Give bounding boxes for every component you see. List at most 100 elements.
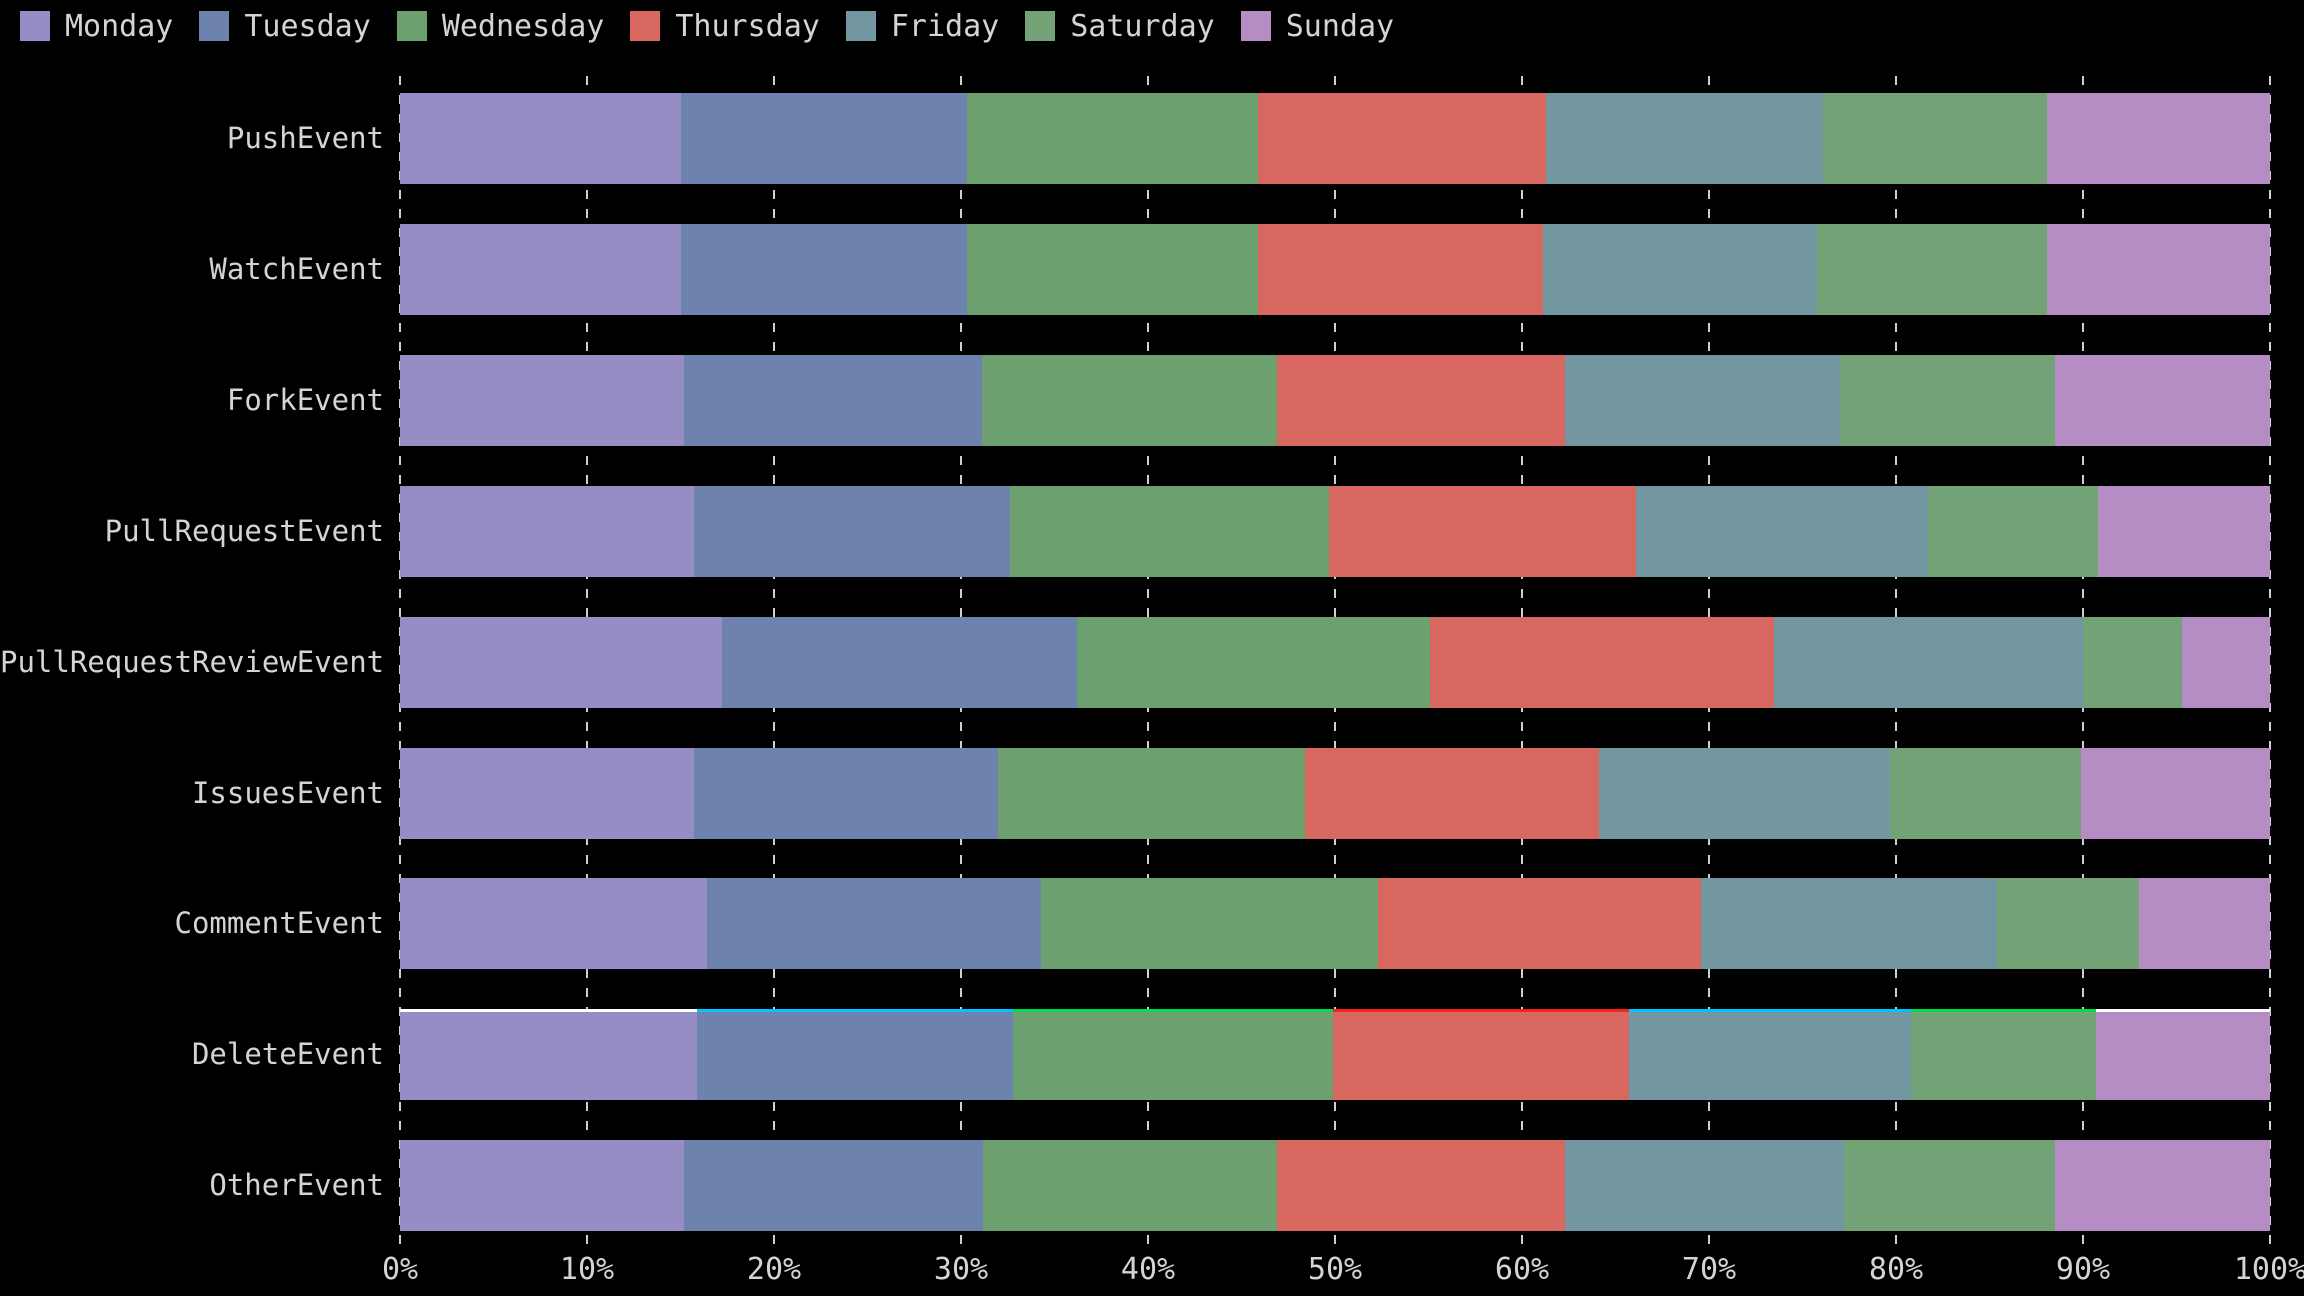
bar-segment-watchevent-tuesday — [680, 223, 967, 315]
legend-swatch-sunday — [1240, 11, 1271, 41]
bar-segment-watchevent-sunday — [2047, 223, 2270, 315]
bar-row-commentevent — [400, 878, 2270, 970]
bar-row-forkevent — [400, 354, 2270, 446]
bar-segment-deleteevent-tuesday — [697, 1009, 1014, 1101]
bar-segment-watchevent-wednesday — [966, 223, 1259, 315]
category-label-forkevent: ForkEvent — [226, 382, 384, 417]
bar-segment-otherevent-thursday — [1277, 1140, 1565, 1232]
legend-swatch-thursday — [630, 11, 661, 41]
legend-label-sunday: Sunday — [1285, 8, 1395, 44]
x-tick-label-40pct: 40% — [1120, 1252, 1176, 1287]
bar-segment-issuesevent-sunday — [2081, 747, 2270, 839]
bar-row-deleteevent — [400, 1009, 2270, 1101]
category-label-commentevent: CommentEvent — [174, 906, 384, 941]
x-tick-label-30pct: 30% — [933, 1252, 989, 1287]
bar-segment-watchevent-thursday — [1258, 223, 1543, 315]
bar-segment-pullrequestreviewevent-saturday — [2082, 616, 2183, 708]
legend-swatch-wednesday — [396, 11, 427, 41]
bar-segment-pullrequestevent-thursday — [1329, 485, 1637, 577]
category-label-pullrequestreviewevent: PullRequestReviewEvent — [0, 644, 385, 679]
category-label-pushevent: PushEvent — [226, 121, 384, 155]
bar-segment-commentevent-sunday — [2139, 878, 2270, 970]
bar-segment-pushevent-thursday — [1258, 93, 1547, 184]
bar-segment-pullrequestevent-sunday — [2097, 485, 2270, 577]
legend-item-friday: Friday — [845, 8, 1000, 44]
plot-area: PushEvent WatchEvent ForkEvent PullRequestE… — [0, 76, 2304, 1250]
legend-item-saturday: Saturday — [1025, 9, 1215, 44]
category-label-watchevent: WatchEvent — [209, 251, 384, 286]
bar-segment-pullrequestreviewevent-wednesday — [1076, 616, 1431, 708]
bar-segment-commentevent-tuesday — [706, 878, 1042, 970]
legend-item-thursday: Thursday — [630, 9, 820, 44]
bar-segment-commentevent-monday — [400, 878, 707, 970]
x-tick-label-60pct: 60% — [1494, 1252, 1550, 1287]
bar-segment-commentevent-friday — [1701, 878, 1997, 970]
legend: Monday Tuesday Wednesday Thursday Friday Satu… — [20, 6, 1420, 46]
bar-row-otherevent — [400, 1140, 2270, 1232]
x-tick-label-80pct: 80% — [1868, 1252, 1924, 1287]
bar-segment-issuesevent-tuesday — [693, 747, 999, 839]
bar-segment-commentevent-thursday — [1377, 878, 1702, 970]
category-label-otherevent: OtherEvent — [209, 1168, 384, 1203]
bar-segment-issuesevent-saturday — [1890, 747, 2082, 839]
x-tick-label-70pct: 70% — [1681, 1252, 1737, 1287]
bar-segment-pullrequestevent-tuesday — [693, 485, 1010, 577]
bar-segment-pushevent-monday — [400, 93, 681, 184]
bar-segment-issuesevent-monday — [400, 747, 694, 839]
bar-segment-watchevent-friday — [1542, 223, 1818, 315]
bar-segment-pullrequestreviewevent-friday — [1774, 616, 2083, 708]
x-tick-label-10pct: 10% — [559, 1252, 615, 1287]
bar-segment-otherevent-monday — [400, 1140, 685, 1232]
legend-swatch-saturday — [1025, 11, 1056, 41]
bar-segment-commentevent-wednesday — [1041, 878, 1378, 970]
bar-segment-pushevent-tuesday — [680, 93, 967, 184]
bar-segment-forkevent-tuesday — [684, 354, 982, 446]
bar-segment-pullrequestreviewevent-sunday — [2182, 616, 2270, 708]
bar-segment-forkevent-sunday — [2054, 354, 2270, 446]
bar-segment-otherevent-saturday — [1843, 1140, 2055, 1232]
bar-row-pullrequestreviewevent — [400, 616, 2270, 708]
legend-label-thursday: Thursday — [675, 8, 820, 44]
gridline-100pct — [2269, 76, 2271, 1250]
bar-segment-pullrequestevent-monday — [400, 485, 694, 577]
bar-segment-otherevent-friday — [1564, 1140, 1844, 1232]
bar-segment-deleteevent-friday — [1628, 1009, 1911, 1101]
bar-segment-forkevent-saturday — [1839, 354, 2055, 446]
x-tick-label-100pct: 100% — [2233, 1252, 2304, 1287]
legend-item-sunday: Sunday — [1240, 8, 1395, 44]
bar-segment-otherevent-wednesday — [983, 1140, 1277, 1232]
category-label-deleteevent: DeleteEvent — [191, 1037, 384, 1072]
bar-segment-forkevent-wednesday — [981, 354, 1278, 446]
x-tick-label-90pct: 90% — [2055, 1252, 2111, 1287]
bar-row-pullrequestevent — [400, 485, 2270, 577]
bar-segment-issuesevent-thursday — [1305, 747, 1599, 839]
bar-row-watchevent — [400, 223, 2270, 315]
legend-swatch-monday — [20, 11, 50, 41]
bar-segment-pullrequestreviewevent-monday — [400, 616, 722, 708]
legend-swatch-friday — [845, 11, 876, 41]
bar-segment-forkevent-thursday — [1277, 354, 1565, 446]
legend-item-wednesday: Wednesday — [396, 9, 604, 44]
bar-segment-otherevent-tuesday — [684, 1140, 984, 1232]
bar-segment-pullrequestreviewevent-thursday — [1430, 616, 1775, 708]
bar-segment-pullrequestevent-saturday — [1927, 485, 2098, 577]
bar-segment-pushevent-wednesday — [966, 93, 1259, 184]
bar-segment-forkevent-monday — [400, 354, 685, 446]
legend-item-monday: Monday — [20, 9, 173, 44]
bar-segment-pushevent-friday — [1546, 93, 1824, 184]
x-tick-label-20pct: 20% — [746, 1252, 802, 1287]
bar-segment-forkevent-friday — [1564, 354, 1840, 446]
bar-segment-watchevent-saturday — [1817, 223, 2048, 315]
legend-label-friday: Friday — [890, 8, 1000, 44]
bar-segment-issuesevent-friday — [1598, 747, 1891, 839]
bar-segment-deleteevent-saturday — [1910, 1009, 2097, 1101]
bar-segment-pushevent-saturday — [1823, 93, 2048, 184]
bar-segment-pullrequestevent-friday — [1636, 485, 1928, 577]
legend-label-saturday: Saturday — [1070, 8, 1215, 44]
x-tick-label-50pct: 50% — [1307, 1252, 1363, 1287]
bar-segment-watchevent-monday — [400, 223, 681, 315]
bar-row-issuesevent — [400, 747, 2270, 839]
bar-segment-pullrequestreviewevent-tuesday — [721, 616, 1077, 708]
bar-segment-pushevent-sunday — [2047, 93, 2270, 184]
